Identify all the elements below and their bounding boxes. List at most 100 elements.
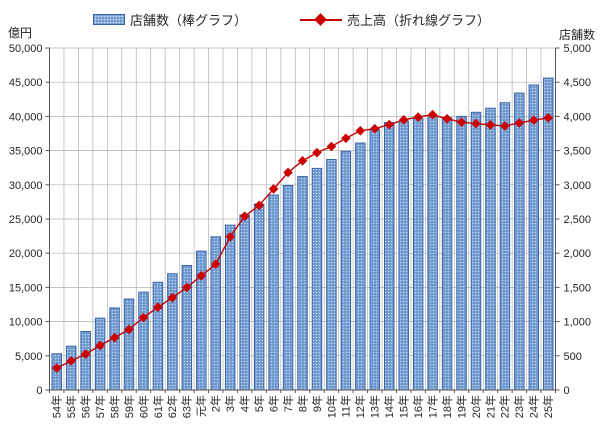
svg-text:2,000: 2,000: [564, 248, 592, 260]
svg-text:5,000: 5,000: [564, 43, 592, 55]
bar-17年: [427, 116, 438, 391]
marker-4年: [239, 211, 250, 222]
svg-text:4,000: 4,000: [564, 111, 592, 123]
svg-text:3,000: 3,000: [564, 180, 592, 192]
bar-5年: [253, 203, 265, 391]
svg-text:58年: 58年: [107, 395, 121, 418]
marker-9年: [312, 147, 322, 158]
svg-text:55年: 55年: [64, 395, 78, 418]
bar-59年: [123, 298, 135, 391]
svg-text:59年: 59年: [122, 395, 136, 418]
svg-text:57年: 57年: [93, 395, 107, 418]
bar-21年: [485, 107, 496, 391]
diamond-marker-icon: [314, 12, 327, 26]
svg-text:35,000: 35,000: [9, 146, 43, 158]
bar-61年: [152, 281, 164, 391]
bar-14年: [383, 122, 395, 391]
legend: 店舗数（棒グラフ） 売上高（折れ線グラフ）: [0, 9, 600, 29]
svg-text:3,500: 3,500: [564, 146, 592, 158]
svg-text:13年: 13年: [368, 395, 382, 418]
svg-text:16年: 16年: [411, 395, 425, 418]
bar-9年: [311, 167, 323, 391]
svg-text:2,500: 2,500: [564, 214, 592, 226]
svg-text:4年: 4年: [238, 395, 252, 412]
svg-text:5年: 5年: [252, 395, 266, 412]
svg-text:20,000: 20,000: [9, 248, 43, 260]
svg-text:15,000: 15,000: [9, 282, 43, 294]
marker-10年: [326, 141, 337, 152]
svg-text:24年: 24年: [527, 395, 541, 418]
svg-text:19年: 19年: [454, 395, 468, 418]
bar-13年: [369, 128, 381, 391]
svg-text:1,500: 1,500: [564, 282, 592, 294]
legend-item-sales: 売上高（折れ線グラフ）: [300, 9, 490, 29]
bar-24年: [528, 84, 540, 391]
bar-3年: [224, 224, 236, 391]
svg-text:12年: 12年: [353, 395, 367, 418]
line-series-swatch: [300, 12, 342, 26]
bar-6年: [268, 194, 279, 391]
svg-text:25,000: 25,000: [9, 214, 43, 226]
svg-text:22年: 22年: [498, 395, 512, 418]
legend-label-stores: 店舗数（棒グラフ）: [130, 12, 248, 28]
svg-text:56年: 56年: [78, 395, 92, 418]
svg-text:10,000: 10,000: [9, 317, 43, 329]
marker-3年: [225, 231, 236, 242]
bar-10年: [326, 158, 337, 391]
svg-text:11年: 11年: [339, 395, 353, 417]
bar-4年: [239, 214, 250, 391]
bar-60年: [138, 291, 149, 391]
svg-text:63年: 63年: [180, 395, 194, 418]
bar-22年: [499, 102, 511, 391]
svg-text:2年: 2年: [209, 395, 223, 412]
left-axis-unit-label: 億円: [8, 26, 33, 40]
svg-text:3年: 3年: [223, 395, 237, 412]
svg-text:54年: 54年: [50, 395, 64, 418]
bar-8年: [297, 176, 308, 391]
svg-text:21年: 21年: [483, 395, 497, 418]
bar-series-swatch: [93, 13, 125, 25]
svg-text:60年: 60年: [136, 395, 150, 418]
svg-text:15年: 15年: [397, 395, 411, 418]
svg-text:23年: 23年: [512, 395, 526, 418]
svg-text:50,000: 50,000: [9, 43, 43, 55]
bar-18年: [441, 117, 453, 391]
bar-12年: [355, 142, 366, 391]
legend-label-sales: 売上高（折れ線グラフ）: [347, 12, 491, 28]
svg-text:500: 500: [564, 351, 582, 363]
bar-58年: [109, 307, 120, 391]
bar-19年: [456, 115, 467, 391]
marker-11年: [341, 133, 351, 144]
svg-text:0: 0: [36, 385, 42, 397]
legend-item-stores: 店舗数（棒グラフ）: [93, 9, 247, 29]
axes: [49, 48, 556, 393]
svg-text:17年: 17年: [425, 395, 439, 418]
svg-text:30,000: 30,000: [9, 180, 43, 192]
bar-11年: [340, 150, 352, 391]
svg-text:45,000: 45,000: [9, 77, 43, 89]
marker-12年: [355, 125, 366, 136]
bar-56年: [80, 331, 91, 391]
svg-text:元年: 元年: [194, 395, 208, 417]
svg-text:4,500: 4,500: [564, 77, 592, 89]
left-axis-tick-labels: 0 5,000 10,000 15,000 20,000 25,000 30,000 35,0…: [9, 43, 43, 397]
svg-text:5,000: 5,000: [15, 351, 43, 363]
bar-20年: [470, 111, 482, 391]
svg-text:62年: 62年: [165, 395, 179, 418]
svg-text:25年: 25年: [541, 395, 555, 418]
svg-text:9年: 9年: [310, 395, 324, 412]
bar-55年: [65, 345, 77, 391]
svg-text:1,000: 1,000: [564, 317, 592, 329]
bar-25年: [543, 77, 554, 391]
svg-text:14年: 14年: [382, 395, 396, 418]
svg-text:8年: 8年: [295, 395, 309, 412]
svg-text:7年: 7年: [281, 395, 295, 412]
svg-text:61年: 61年: [151, 395, 165, 418]
svg-text:20年: 20年: [469, 395, 483, 418]
bar-23年: [514, 92, 525, 391]
bar-15年: [398, 120, 409, 391]
svg-text:0: 0: [564, 385, 570, 397]
bar-7年: [282, 184, 294, 391]
